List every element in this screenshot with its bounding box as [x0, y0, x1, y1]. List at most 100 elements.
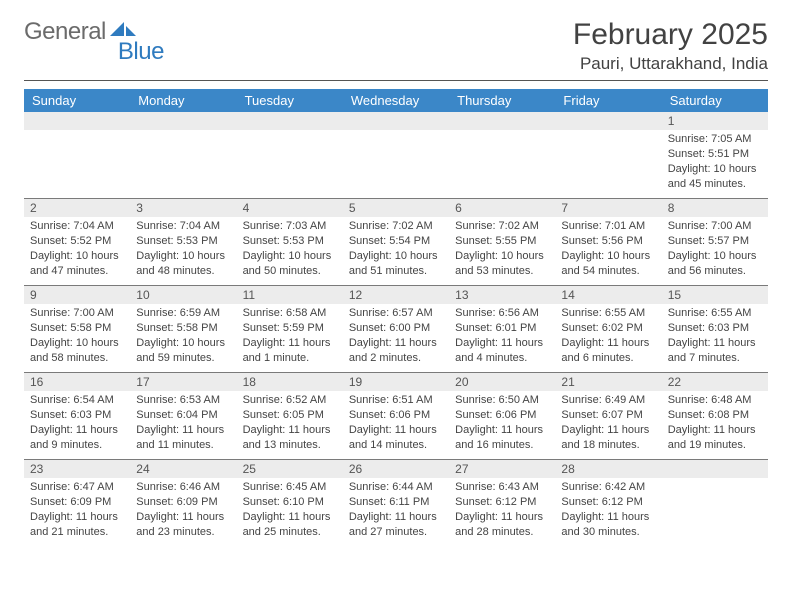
sunset-text: Sunset: 5:55 PM: [455, 234, 549, 249]
day-details: Sunrise: 7:04 AMSunset: 5:52 PMDaylight:…: [24, 217, 130, 282]
day-number: 1: [662, 112, 768, 130]
sunset-text: Sunset: 6:00 PM: [349, 321, 443, 336]
location-subtitle: Pauri, Uttarakhand, India: [573, 54, 768, 74]
sunset-text: Sunset: 6:10 PM: [243, 495, 337, 510]
day-cell: 15Sunrise: 6:55 AMSunset: 6:03 PMDayligh…: [662, 286, 768, 372]
daylight-text: Daylight: 11 hours and 18 minutes.: [561, 423, 655, 453]
day-number: 7: [555, 199, 661, 217]
day-cell: 19Sunrise: 6:51 AMSunset: 6:06 PMDayligh…: [343, 373, 449, 459]
day-number: [24, 112, 130, 130]
day-cell: [343, 112, 449, 198]
day-number: 13: [449, 286, 555, 304]
weekday-label: Thursday: [449, 89, 555, 112]
sunset-text: Sunset: 6:06 PM: [349, 408, 443, 423]
day-cell: [237, 112, 343, 198]
day-cell: 18Sunrise: 6:52 AMSunset: 6:05 PMDayligh…: [237, 373, 343, 459]
day-number: 28: [555, 460, 661, 478]
calendar-week-row: 1Sunrise: 7:05 AMSunset: 5:51 PMDaylight…: [24, 112, 768, 199]
weekday-label: Sunday: [24, 89, 130, 112]
daylight-text: Daylight: 10 hours and 48 minutes.: [136, 249, 230, 279]
day-details: Sunrise: 6:46 AMSunset: 6:09 PMDaylight:…: [130, 478, 236, 543]
day-details: Sunrise: 6:51 AMSunset: 6:06 PMDaylight:…: [343, 391, 449, 456]
sunset-text: Sunset: 5:53 PM: [136, 234, 230, 249]
day-cell: 6Sunrise: 7:02 AMSunset: 5:55 PMDaylight…: [449, 199, 555, 285]
day-cell: 20Sunrise: 6:50 AMSunset: 6:06 PMDayligh…: [449, 373, 555, 459]
sunrise-text: Sunrise: 7:03 AM: [243, 219, 337, 234]
sunset-text: Sunset: 6:12 PM: [455, 495, 549, 510]
day-details: Sunrise: 7:02 AMSunset: 5:55 PMDaylight:…: [449, 217, 555, 282]
day-details: Sunrise: 6:44 AMSunset: 6:11 PMDaylight:…: [343, 478, 449, 543]
day-cell: 27Sunrise: 6:43 AMSunset: 6:12 PMDayligh…: [449, 460, 555, 546]
sunset-text: Sunset: 6:09 PM: [30, 495, 124, 510]
sunset-text: Sunset: 5:53 PM: [243, 234, 337, 249]
day-number: 2: [24, 199, 130, 217]
day-number: 21: [555, 373, 661, 391]
calendar-week-row: 23Sunrise: 6:47 AMSunset: 6:09 PMDayligh…: [24, 460, 768, 546]
day-cell: 16Sunrise: 6:54 AMSunset: 6:03 PMDayligh…: [24, 373, 130, 459]
day-cell: 4Sunrise: 7:03 AMSunset: 5:53 PMDaylight…: [237, 199, 343, 285]
daylight-text: Daylight: 11 hours and 25 minutes.: [243, 510, 337, 540]
daylight-text: Daylight: 11 hours and 27 minutes.: [349, 510, 443, 540]
daylight-text: Daylight: 10 hours and 47 minutes.: [30, 249, 124, 279]
day-cell: 13Sunrise: 6:56 AMSunset: 6:01 PMDayligh…: [449, 286, 555, 372]
daylight-text: Daylight: 11 hours and 23 minutes.: [136, 510, 230, 540]
day-details: Sunrise: 6:58 AMSunset: 5:59 PMDaylight:…: [237, 304, 343, 369]
day-cell: 28Sunrise: 6:42 AMSunset: 6:12 PMDayligh…: [555, 460, 661, 546]
daylight-text: Daylight: 10 hours and 51 minutes.: [349, 249, 443, 279]
sunset-text: Sunset: 6:07 PM: [561, 408, 655, 423]
logo-sail-icon-2: [126, 26, 136, 36]
daylight-text: Daylight: 11 hours and 30 minutes.: [561, 510, 655, 540]
sunrise-text: Sunrise: 6:44 AM: [349, 480, 443, 495]
sunrise-text: Sunrise: 6:57 AM: [349, 306, 443, 321]
day-number: 12: [343, 286, 449, 304]
sunset-text: Sunset: 5:56 PM: [561, 234, 655, 249]
sunrise-text: Sunrise: 6:55 AM: [561, 306, 655, 321]
day-number: 23: [24, 460, 130, 478]
sunset-text: Sunset: 6:06 PM: [455, 408, 549, 423]
daylight-text: Daylight: 10 hours and 45 minutes.: [668, 162, 762, 192]
day-cell: 23Sunrise: 6:47 AMSunset: 6:09 PMDayligh…: [24, 460, 130, 546]
sunrise-text: Sunrise: 6:46 AM: [136, 480, 230, 495]
sunset-text: Sunset: 5:58 PM: [136, 321, 230, 336]
day-details: Sunrise: 6:57 AMSunset: 6:00 PMDaylight:…: [343, 304, 449, 369]
weekday-label: Friday: [555, 89, 661, 112]
day-cell: 12Sunrise: 6:57 AMSunset: 6:00 PMDayligh…: [343, 286, 449, 372]
day-details: Sunrise: 6:48 AMSunset: 6:08 PMDaylight:…: [662, 391, 768, 456]
daylight-text: Daylight: 11 hours and 13 minutes.: [243, 423, 337, 453]
sunrise-text: Sunrise: 6:50 AM: [455, 393, 549, 408]
day-cell: [555, 112, 661, 198]
sunset-text: Sunset: 6:03 PM: [668, 321, 762, 336]
sunset-text: Sunset: 5:51 PM: [668, 147, 762, 162]
sunrise-text: Sunrise: 6:43 AM: [455, 480, 549, 495]
day-cell: 24Sunrise: 6:46 AMSunset: 6:09 PMDayligh…: [130, 460, 236, 546]
day-details: Sunrise: 6:45 AMSunset: 6:10 PMDaylight:…: [237, 478, 343, 543]
day-number: 14: [555, 286, 661, 304]
sunset-text: Sunset: 6:08 PM: [668, 408, 762, 423]
daylight-text: Daylight: 11 hours and 2 minutes.: [349, 336, 443, 366]
title-block: February 2025 Pauri, Uttarakhand, India: [573, 18, 768, 74]
day-cell: 11Sunrise: 6:58 AMSunset: 5:59 PMDayligh…: [237, 286, 343, 372]
day-number: 18: [237, 373, 343, 391]
day-number: 20: [449, 373, 555, 391]
sunrise-text: Sunrise: 7:02 AM: [349, 219, 443, 234]
sunrise-text: Sunrise: 6:58 AM: [243, 306, 337, 321]
sunrise-text: Sunrise: 6:56 AM: [455, 306, 549, 321]
day-cell: 26Sunrise: 6:44 AMSunset: 6:11 PMDayligh…: [343, 460, 449, 546]
daylight-text: Daylight: 10 hours and 58 minutes.: [30, 336, 124, 366]
sunset-text: Sunset: 6:12 PM: [561, 495, 655, 510]
sunset-text: Sunset: 6:02 PM: [561, 321, 655, 336]
page-title: February 2025: [573, 18, 768, 52]
day-number: 16: [24, 373, 130, 391]
sunset-text: Sunset: 6:03 PM: [30, 408, 124, 423]
day-number: 9: [24, 286, 130, 304]
sunrise-text: Sunrise: 7:00 AM: [668, 219, 762, 234]
day-number: 8: [662, 199, 768, 217]
day-number: 26: [343, 460, 449, 478]
sunrise-text: Sunrise: 6:55 AM: [668, 306, 762, 321]
calendar-grid: 1Sunrise: 7:05 AMSunset: 5:51 PMDaylight…: [24, 112, 768, 546]
day-cell: 1Sunrise: 7:05 AMSunset: 5:51 PMDaylight…: [662, 112, 768, 198]
day-cell: 14Sunrise: 6:55 AMSunset: 6:02 PMDayligh…: [555, 286, 661, 372]
logo-text-2: Blue: [118, 38, 164, 66]
logo-sail-icon: [110, 22, 124, 36]
day-cell: 25Sunrise: 6:45 AMSunset: 6:10 PMDayligh…: [237, 460, 343, 546]
